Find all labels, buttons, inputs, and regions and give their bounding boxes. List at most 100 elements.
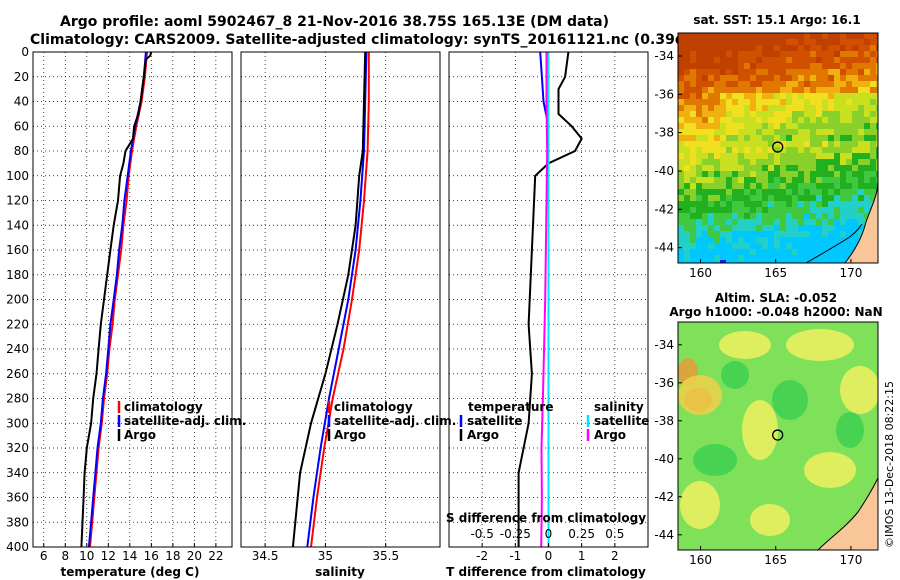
sst-cell <box>690 207 696 213</box>
sst-cell <box>708 69 714 75</box>
y-tick-label: 360 <box>6 491 29 505</box>
sst-cell <box>816 141 822 147</box>
sst-cell <box>678 207 684 213</box>
sst-cell <box>678 135 684 141</box>
sst-cell <box>840 51 846 57</box>
sst-cell <box>720 69 726 75</box>
title-line-2: Climatology: CARS2009. Satellite-adjuste… <box>30 32 748 48</box>
sst-cell <box>816 243 822 249</box>
sst-cell <box>738 213 744 219</box>
sst-cell <box>870 105 876 111</box>
sst-cell <box>768 165 774 171</box>
sst-cell <box>684 123 690 129</box>
sst-cell <box>732 261 738 263</box>
sst-cell <box>846 153 852 159</box>
sst-cell <box>738 225 744 231</box>
sst-cell <box>798 255 804 261</box>
sla-anomaly-field <box>678 329 878 536</box>
sst-cell <box>840 195 846 201</box>
sst-cell <box>762 117 768 123</box>
sst-cell <box>696 183 702 189</box>
sst-cell <box>876 165 878 171</box>
sst-cell <box>816 261 822 263</box>
sst-cell <box>744 117 750 123</box>
sst-cell <box>750 141 756 147</box>
sst-cell <box>762 255 768 261</box>
sst-cell <box>834 171 840 177</box>
sst-cell <box>864 195 870 201</box>
sst-cell <box>714 243 720 249</box>
sst-cell <box>702 255 708 261</box>
sst-cell <box>828 69 834 75</box>
sst-cell <box>720 141 726 147</box>
sst-cell <box>876 63 878 69</box>
sst-cell <box>786 93 792 99</box>
sst-cell <box>684 135 690 141</box>
sst-cell <box>756 219 762 225</box>
sst-cell <box>864 81 870 87</box>
imos-credit: ©IMOS 13-Dec-2018 08:22:15 <box>883 381 896 548</box>
sst-cell <box>762 123 768 129</box>
sst-cell <box>840 75 846 81</box>
sst-cell <box>834 207 840 213</box>
sst-cell <box>768 171 774 177</box>
sst-cell <box>858 93 864 99</box>
sst-cell <box>780 177 786 183</box>
sst-cell <box>720 159 726 165</box>
sst-cell <box>702 81 708 87</box>
y-tick-label: 320 <box>6 441 29 455</box>
salinity-lines <box>291 52 370 547</box>
sst-cell <box>684 219 690 225</box>
sst-cell <box>822 183 828 189</box>
sst-cell <box>816 207 822 213</box>
sst-cell <box>840 171 846 177</box>
sst-cell <box>792 165 798 171</box>
sst-cell <box>876 75 878 81</box>
sst-cell <box>714 189 720 195</box>
sst-cell <box>732 87 738 93</box>
map-y-tick-label: -34 <box>654 338 674 352</box>
sst-cell <box>726 33 732 39</box>
sst-cell <box>678 243 684 249</box>
sst-cell <box>750 81 756 87</box>
sst-cell <box>876 159 878 165</box>
sst-cell <box>864 75 870 81</box>
sst-cell <box>750 243 756 249</box>
sst-cell <box>714 117 720 123</box>
sst-cell <box>762 207 768 213</box>
sst-cell <box>804 135 810 141</box>
sst-cell <box>786 243 792 249</box>
sst-cell <box>834 39 840 45</box>
sst-cell <box>750 33 756 39</box>
sst-cell <box>702 213 708 219</box>
sst-cell <box>846 87 852 93</box>
sst-cell <box>864 201 870 207</box>
sst-cell <box>690 39 696 45</box>
sst-cell <box>786 213 792 219</box>
sst-cell <box>768 141 774 147</box>
sst-cell <box>732 201 738 207</box>
sst-cell <box>678 183 684 189</box>
sst-cell <box>828 249 834 255</box>
sst-cell <box>804 231 810 237</box>
sst-cell <box>714 141 720 147</box>
sst-cell <box>678 159 684 165</box>
sst-cell <box>702 135 708 141</box>
sst-cell <box>732 111 738 117</box>
s-difference-ticks: -0.5 -0.25 0 0.25 0.5 <box>470 527 624 541</box>
sst-cell <box>864 69 870 75</box>
sst-cell <box>858 165 864 171</box>
sst-cell <box>744 243 750 249</box>
sst-cell <box>726 201 732 207</box>
sst-cell <box>858 213 864 219</box>
sst-cell <box>708 225 714 231</box>
sst-cell <box>696 225 702 231</box>
sst-cell <box>852 87 858 93</box>
sst-cell <box>684 69 690 75</box>
sst-cell <box>876 105 878 111</box>
sst-cell <box>732 75 738 81</box>
sst-cell <box>840 213 846 219</box>
sst-cell <box>828 75 834 81</box>
sst-cell <box>750 57 756 63</box>
sla-argo-marker <box>772 429 784 441</box>
